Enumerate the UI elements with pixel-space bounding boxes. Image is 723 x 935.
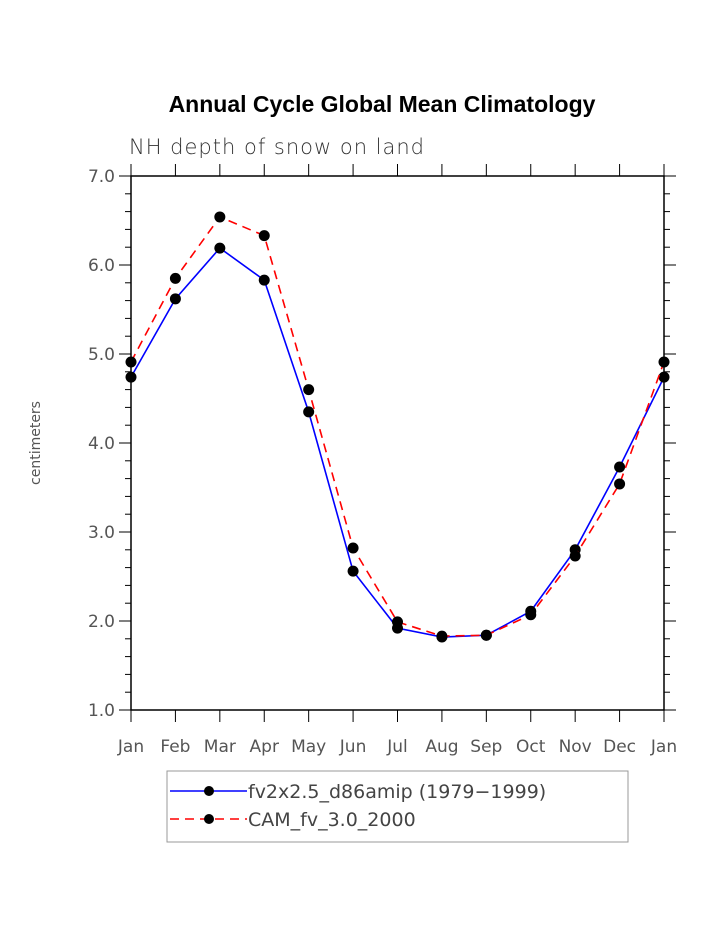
data-point <box>303 406 315 418</box>
data-point <box>258 230 270 242</box>
x-tick-label: Jun <box>339 737 367 757</box>
x-tick-label: Mar <box>204 737 236 757</box>
data-point <box>614 478 626 490</box>
data-point <box>347 542 359 554</box>
series-1 <box>125 211 670 642</box>
y-tick-label: 1.0 <box>88 701 115 721</box>
legend-marker <box>204 814 214 824</box>
x-tick-label: Apr <box>250 737 279 757</box>
y-tick-label: 5.0 <box>88 345 115 365</box>
legend: fv2x2.5_d86amip (1979−1999) CAM_fv_3.0_20… <box>166 770 629 843</box>
data-point <box>658 371 670 383</box>
data-point <box>614 461 626 473</box>
x-tick-label: May <box>291 737 326 757</box>
chart-subtitle: NH depth of snow on land <box>129 135 425 159</box>
plot-axes: 1.0 2.0 3.0 4.0 5.0 6.0 7.0 Jan Feb Mar Apr May Jun J… <box>88 164 677 757</box>
data-point <box>258 274 270 286</box>
y-tick-label: 6.0 <box>88 256 115 276</box>
x-tick-label: Dec <box>603 737 636 757</box>
data-point <box>169 293 181 305</box>
data-point <box>169 272 181 284</box>
data-point <box>303 384 315 396</box>
data-point <box>347 565 359 577</box>
data-point <box>569 550 581 562</box>
y-tick-label: 2.0 <box>88 612 115 632</box>
legend-marker <box>204 786 214 796</box>
data-point <box>125 371 137 383</box>
data-point <box>392 616 403 628</box>
data-point <box>480 629 492 641</box>
series-line <box>130 215 665 637</box>
data-point <box>436 630 448 642</box>
y-tick-label: 7.0 <box>88 167 115 187</box>
data-point <box>214 211 226 223</box>
series-line <box>130 247 665 638</box>
x-tick-label: Jan <box>650 737 677 757</box>
x-tick-label: Feb <box>160 737 190 757</box>
y-axis-label: centimeters <box>28 401 44 485</box>
y-tick-label: 4.0 <box>88 434 115 454</box>
legend-label: CAM_fv_3.0_2000 <box>248 809 416 831</box>
x-tick-label: Jul <box>386 737 408 757</box>
legend-label: fv2x2.5_d86amip (1979−1999) <box>248 781 546 803</box>
data-point <box>214 242 226 254</box>
series-0 <box>125 242 670 643</box>
x-tick-label: Nov <box>559 737 592 757</box>
series-layer <box>125 211 670 643</box>
x-tick-label: Jan <box>117 737 144 757</box>
x-tick-label: Aug <box>425 737 458 757</box>
x-tick-label: Sep <box>470 737 502 757</box>
data-point <box>525 609 537 621</box>
data-point <box>658 356 670 368</box>
x-tick-label: Oct <box>516 737 546 757</box>
y-tick-label: 3.0 <box>88 523 115 543</box>
chart-title: Annual Cycle Global Mean Climatology <box>169 91 596 117</box>
legend-box <box>166 770 629 843</box>
data-point <box>125 356 137 368</box>
